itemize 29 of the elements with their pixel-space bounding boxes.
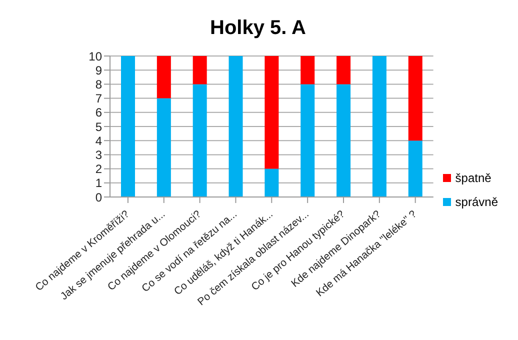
bar bbox=[408, 56, 422, 141]
bar bbox=[300, 56, 315, 84]
bar bbox=[336, 84, 351, 197]
bar bbox=[300, 84, 315, 197]
legend-label: správně bbox=[455, 195, 498, 209]
y-tick-label: 7 bbox=[95, 92, 102, 106]
y-tick-label: 5 bbox=[95, 120, 102, 134]
bar bbox=[408, 140, 422, 197]
bar bbox=[192, 84, 207, 197]
y-tick-label: 8 bbox=[95, 77, 102, 92]
bar bbox=[156, 98, 171, 197]
y-tick-label: 2 bbox=[95, 162, 102, 176]
y-tick-label: 6 bbox=[95, 106, 102, 120]
y-tick-label: 3 bbox=[95, 148, 102, 162]
y-tick-label: 10 bbox=[88, 49, 102, 64]
bar bbox=[228, 56, 243, 197]
bar bbox=[192, 56, 207, 84]
bar bbox=[264, 168, 279, 197]
legend-label: špatně bbox=[455, 171, 492, 185]
bar bbox=[121, 56, 135, 197]
bar bbox=[336, 56, 351, 84]
bar bbox=[372, 56, 386, 197]
y-tick-label: 9 bbox=[95, 63, 102, 78]
y-tick-label: 4 bbox=[95, 134, 102, 148]
y-tick-label: 1 bbox=[95, 176, 102, 190]
bar bbox=[156, 56, 171, 98]
bar bbox=[264, 56, 279, 169]
chart-title: Holky 5. A bbox=[209, 16, 307, 41]
y-tick-label: 0 bbox=[95, 190, 102, 204]
